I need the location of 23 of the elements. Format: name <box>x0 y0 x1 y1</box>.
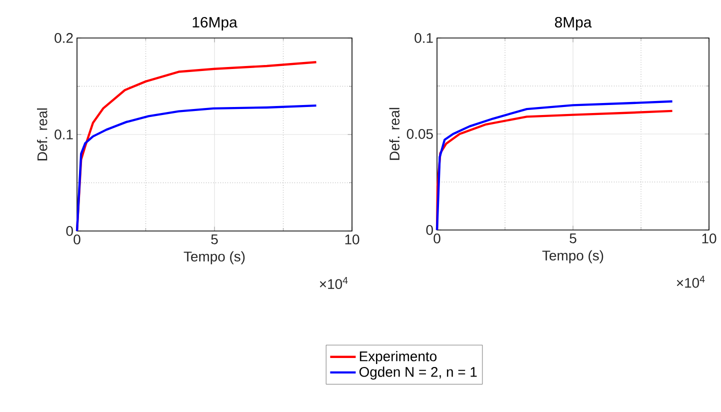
chart-title: 8Mpa <box>554 16 592 30</box>
x-tick-label: 10 <box>702 234 716 244</box>
x-tick-label: 10 <box>345 234 360 244</box>
y-tick-label: 0.1 <box>414 33 433 43</box>
y-axis-title: Def. real <box>389 108 400 160</box>
x-tick-label: 5 <box>211 234 218 244</box>
y-axis-title: Def. real <box>37 108 48 160</box>
x-axis-title: Tempo (s) <box>184 251 245 264</box>
y-tick-label: 0 <box>426 225 433 235</box>
line-series <box>76 104 318 232</box>
y-tick-label: 0.1 <box>54 130 73 140</box>
x-axis-title: Tempo (s) <box>542 250 604 264</box>
y-tick-label: 0.05 <box>406 129 433 139</box>
legend-label: Experimento <box>360 351 436 364</box>
text: ×10$^{4}$ <box>320 276 348 290</box>
y-tick-label: 0 <box>66 226 73 236</box>
x-tick-label: 5 <box>570 234 576 244</box>
text: ×10$^{4}$ <box>676 276 705 288</box>
chart-title: 16Mpa <box>192 16 238 30</box>
x-tick-label: 0 <box>434 234 440 244</box>
x-tick-label: 0 <box>74 234 80 244</box>
y-tick-label: 0.2 <box>54 33 73 43</box>
legend-label: Ogden N = 2, n = 1 <box>359 366 477 380</box>
